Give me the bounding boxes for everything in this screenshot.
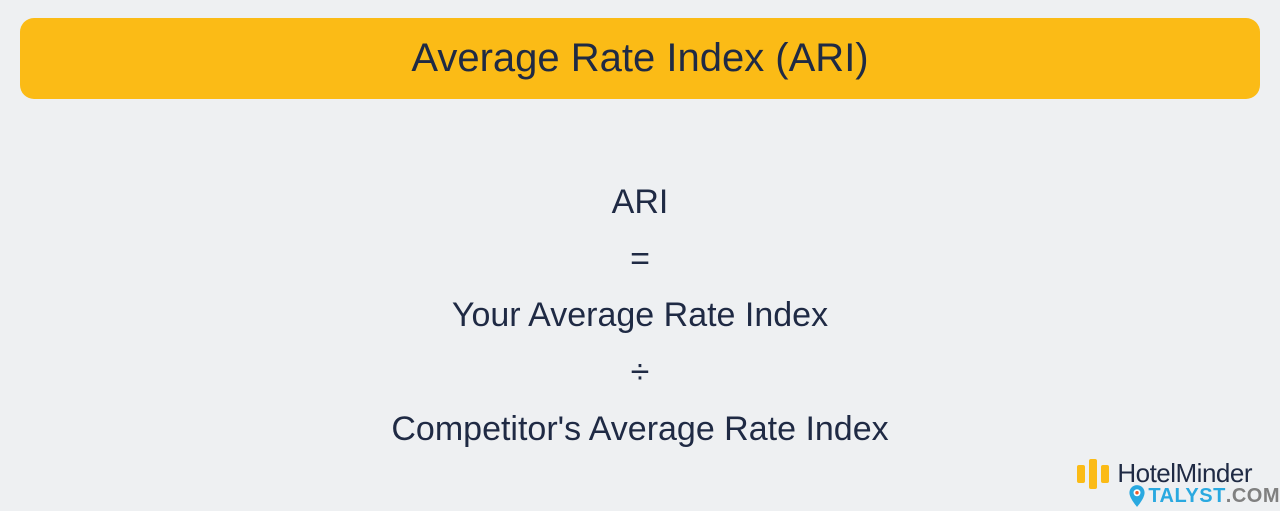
watermark-text-2: .COM	[1226, 485, 1280, 508]
formula-line-5: Competitor's Average Rate Index	[0, 403, 1280, 456]
formula-line-2: =	[0, 233, 1280, 286]
title-bar: Average Rate Index (ARI)	[20, 18, 1260, 99]
brand-bar-1	[1077, 465, 1085, 483]
infographic-page: Average Rate Index (ARI) ARI = Your Aver…	[0, 0, 1280, 511]
title-text: Average Rate Index (ARI)	[411, 36, 868, 80]
watermark-text-1: TALYST	[1148, 485, 1225, 508]
formula-line-1: ARI	[0, 176, 1280, 229]
formula-line-4: ÷	[0, 346, 1280, 399]
watermark: TALYST .COM	[1124, 483, 1280, 509]
brand-bar-3	[1101, 465, 1109, 483]
brand-bar-2	[1089, 459, 1097, 489]
location-pin-icon	[1124, 483, 1150, 509]
brand-bars-icon	[1077, 459, 1109, 489]
formula-block: ARI = Your Average Rate Index ÷ Competit…	[0, 172, 1280, 459]
formula-line-3: Your Average Rate Index	[0, 289, 1280, 342]
